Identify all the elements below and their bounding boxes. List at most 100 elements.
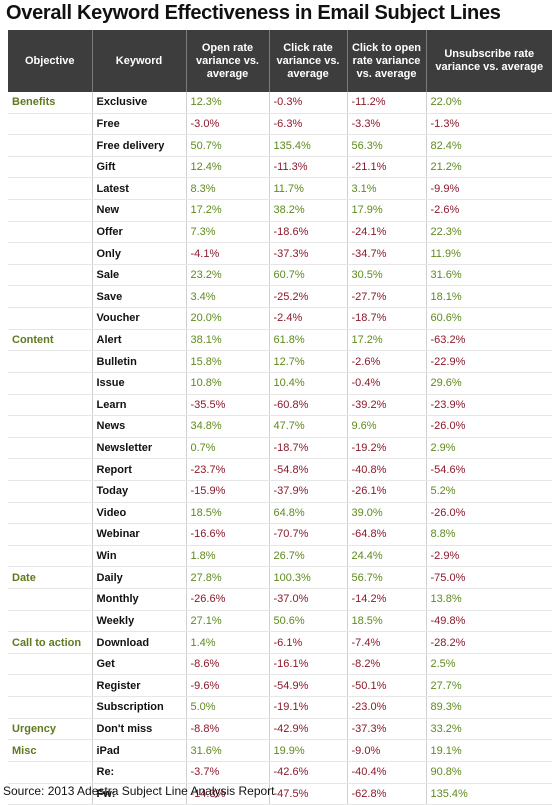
keyword-cell: New <box>91 199 186 222</box>
keyword-cell: Exclusive <box>91 92 186 114</box>
open-rate-cell: -23.7% <box>185 458 269 481</box>
open-rate-cell: 50.7% <box>185 134 269 157</box>
table-row: Sale 23.2% 60.7% 30.5% 31.6% <box>8 264 552 287</box>
click-to-open-rate-cell: -34.7% <box>346 242 426 265</box>
click-rate-cell: -6.1% <box>268 631 347 654</box>
keyword-cell: Voucher <box>91 307 186 330</box>
click-to-open-rate-cell: -0.4% <box>346 372 426 395</box>
click-rate-cell: -60.8% <box>268 394 347 417</box>
unsubscribe-rate-cell: 2.9% <box>425 437 552 460</box>
keyword-cell: Latest <box>91 177 186 201</box>
unsubscribe-rate-cell: -28.2% <box>425 631 552 654</box>
table-row: Newsletter 0.7% -18.7% -19.2% 2.9% <box>8 437 552 460</box>
click-rate-cell: -16.1% <box>268 653 347 676</box>
table-row: Monthly -26.6% -37.0% -14.2% 13.8% <box>8 588 552 611</box>
table-row: Date Daily 27.8% 100.3% 56.7% -75.0% <box>8 566 552 590</box>
click-rate-cell: -25.2% <box>268 285 347 309</box>
open-rate-cell: 31.6% <box>185 739 269 762</box>
click-to-open-rate-cell: -11.2% <box>346 92 426 114</box>
unsubscribe-rate-cell: 13.8% <box>425 588 552 611</box>
table-row: Content Alert 38.1% 61.8% 17.2% -63.2% <box>8 329 552 352</box>
click-rate-cell: -6.3% <box>268 113 347 136</box>
open-rate-cell: 15.8% <box>185 350 269 373</box>
click-rate-cell: -37.3% <box>268 242 347 265</box>
column-header-click-rate: Click rate variance vs. average <box>268 30 347 92</box>
open-rate-cell: 12.3% <box>185 92 269 114</box>
click-rate-cell: 60.7% <box>268 264 347 287</box>
open-rate-cell: 23.2% <box>185 264 269 287</box>
objective-cell <box>8 307 92 330</box>
column-header-keyword: Keyword <box>91 30 186 92</box>
open-rate-cell: 7.3% <box>185 221 269 244</box>
click-rate-cell: -54.8% <box>268 458 347 481</box>
click-to-open-rate-cell: 56.7% <box>346 566 426 590</box>
objective-cell: Date <box>8 566 92 590</box>
keyword-cell: Issue <box>91 372 186 395</box>
open-rate-cell: 0.7% <box>185 437 269 460</box>
click-rate-cell: 12.7% <box>268 350 347 373</box>
click-to-open-rate-cell: -14.2% <box>346 588 426 611</box>
table-row: Bulletin 15.8% 12.7% -2.6% -22.9% <box>8 350 552 373</box>
keyword-cell: Save <box>91 285 186 309</box>
click-to-open-rate-cell: 24.4% <box>346 545 426 568</box>
keyword-cell: Daily <box>91 566 186 590</box>
objective-cell <box>8 610 92 633</box>
click-to-open-rate-cell: -39.2% <box>346 394 426 417</box>
source-note: Source: 2013 Adestra Subject Line Analys… <box>3 784 275 798</box>
column-header-open-rate: Open rate variance vs. average <box>185 30 269 92</box>
objective-cell <box>8 588 92 611</box>
click-rate-cell: -37.9% <box>268 480 347 503</box>
unsubscribe-rate-cell: 33.2% <box>425 718 552 741</box>
open-rate-cell: -9.6% <box>185 674 269 698</box>
click-rate-cell: -42.9% <box>268 718 347 741</box>
keyword-cell: Re: <box>91 761 186 784</box>
keyword-cell: Alert <box>91 329 186 352</box>
open-rate-cell: 27.8% <box>185 566 269 590</box>
click-to-open-rate-cell: 56.3% <box>346 134 426 157</box>
open-rate-cell: -15.9% <box>185 480 269 503</box>
keyword-cell: Get <box>91 653 186 676</box>
click-to-open-rate-cell: 18.5% <box>346 610 426 633</box>
click-rate-cell: 10.4% <box>268 372 347 395</box>
unsubscribe-rate-cell: 8.8% <box>425 523 552 546</box>
unsubscribe-rate-cell: -23.9% <box>425 394 552 417</box>
open-rate-cell: 12.4% <box>185 156 269 179</box>
click-rate-cell: -18.7% <box>268 437 347 460</box>
keyword-cell: Webinar <box>91 523 186 546</box>
click-to-open-rate-cell: -7.4% <box>346 631 426 654</box>
open-rate-cell: 1.4% <box>185 631 269 654</box>
table-row: New 17.2% 38.2% 17.9% -2.6% <box>8 199 552 222</box>
table-row: Urgency Don't miss -8.8% -42.9% -37.3% 33.2% <box>8 718 552 741</box>
table-row: Misc iPad 31.6% 19.9% -9.0% 19.1% <box>8 739 552 762</box>
unsubscribe-rate-cell: -1.3% <box>425 113 552 136</box>
objective-cell <box>8 437 92 460</box>
open-rate-cell: -3.7% <box>185 761 269 784</box>
objective-cell <box>8 199 92 222</box>
keyword-cell: Offer <box>91 221 186 244</box>
keyword-cell: Sale <box>91 264 186 287</box>
keyword-cell: iPad <box>91 739 186 762</box>
open-rate-cell: 17.2% <box>185 199 269 222</box>
keyword-cell: Report <box>91 458 186 481</box>
unsubscribe-rate-cell: -22.9% <box>425 350 552 373</box>
table-row: Re: -3.7% -42.6% -40.4% 90.8% <box>8 761 552 784</box>
click-rate-cell: -54.9% <box>268 674 347 698</box>
click-rate-cell: 50.6% <box>268 610 347 633</box>
unsubscribe-rate-cell: -9.9% <box>425 177 552 201</box>
table-row: Get -8.6% -16.1% -8.2% 2.5% <box>8 653 552 676</box>
table-row: Free -3.0% -6.3% -3.3% -1.3% <box>8 113 552 136</box>
keyword-cell: Weekly <box>91 610 186 633</box>
open-rate-cell: 1.8% <box>185 545 269 568</box>
open-rate-cell: 27.1% <box>185 610 269 633</box>
click-to-open-rate-cell: -62.8% <box>346 783 426 805</box>
objective-cell <box>8 221 92 244</box>
open-rate-cell: 34.8% <box>185 415 269 438</box>
keyword-cell: Today <box>91 480 186 503</box>
objective-cell <box>8 350 92 373</box>
open-rate-cell: 20.0% <box>185 307 269 330</box>
table-body: Benefits Exclusive 12.3% -0.3% -11.2% 22.0% Fr… <box>8 92 552 805</box>
unsubscribe-rate-cell: 31.6% <box>425 264 552 287</box>
click-rate-cell: 100.3% <box>268 566 347 590</box>
objective-cell: Misc <box>8 739 92 762</box>
open-rate-cell: -8.6% <box>185 653 269 676</box>
